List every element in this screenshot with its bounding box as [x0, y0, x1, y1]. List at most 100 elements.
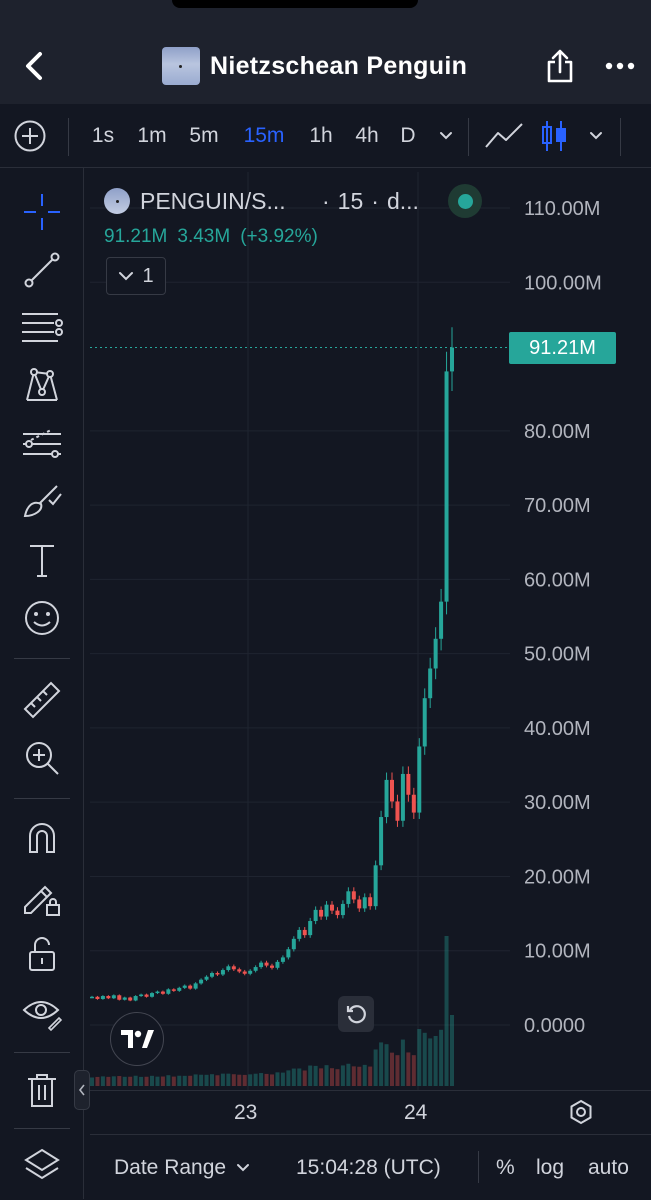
volume-bar	[406, 1052, 411, 1086]
interval-1h[interactable]: 1h	[309, 124, 333, 147]
auto-scale-toggle[interactable]: auto	[588, 1155, 629, 1179]
back-button[interactable]	[14, 48, 54, 84]
ruler-tool[interactable]	[18, 676, 66, 724]
percent-scale-toggle[interactable]: %	[496, 1155, 515, 1179]
candle-body	[128, 997, 133, 1001]
toolbar-divider	[68, 118, 69, 156]
fib-retracement-tool[interactable]	[18, 304, 66, 352]
volume-bar	[384, 1044, 389, 1086]
volume-bar	[297, 1068, 302, 1086]
volume-bar	[160, 1076, 165, 1086]
time-axis[interactable]: 23 24	[90, 1090, 651, 1134]
candle-body	[242, 971, 247, 974]
chart-toolbar: 1s 1m 5m 15m 1h 4h D	[0, 104, 651, 168]
symbol-legend[interactable]: PENGUIN/S... · 15 · d...	[104, 186, 419, 216]
interval-1s[interactable]: 1s	[91, 124, 115, 147]
lock-tool[interactable]	[18, 930, 66, 978]
price-tick-label: 110.00M	[524, 198, 600, 220]
app-header: Nietzschean Penguin	[0, 0, 651, 104]
candle-body	[182, 985, 187, 988]
volume-bar	[264, 1073, 269, 1086]
chevron-left-icon	[78, 1084, 85, 1096]
candle-body	[406, 773, 411, 795]
interval-4h[interactable]: 4h	[355, 124, 379, 147]
price-axis-labels: 110.00M 100.00M 80.00M 70.00M 60.00M 50.00M 40…	[524, 198, 602, 1037]
visibility-tool[interactable]	[18, 988, 66, 1036]
axis-settings-button[interactable]	[566, 1097, 596, 1127]
candle-body	[220, 970, 225, 975]
candle-body	[248, 970, 253, 974]
reset-chart-button[interactable]	[338, 996, 374, 1032]
candle-body	[373, 865, 378, 907]
market-status-indicator[interactable]	[448, 184, 482, 218]
crosshair-icon	[24, 194, 60, 230]
candle-body	[106, 996, 111, 999]
time-tick-label: 24	[404, 1101, 428, 1124]
chart-type-dropdown-button[interactable]	[582, 104, 610, 168]
interval-dropdown-button[interactable]	[432, 104, 460, 168]
volume-bar	[210, 1074, 214, 1086]
candle-body	[155, 991, 160, 994]
crosshair-tool[interactable]	[18, 188, 66, 236]
price-tick-label: 0.0000	[524, 1015, 585, 1037]
legend-values: 91.21M 3.43M (+3.92%)	[104, 226, 328, 248]
utc-clock[interactable]: 15:04:28 (UTC)	[296, 1155, 441, 1179]
more-button[interactable]	[598, 50, 642, 82]
trend-line-icon	[24, 252, 60, 288]
volume-bar	[450, 1015, 454, 1086]
volume-bar	[95, 1076, 100, 1086]
candle-body	[259, 962, 264, 968]
prediction-icon	[23, 429, 61, 458]
share-button[interactable]	[538, 44, 582, 88]
brush-tool[interactable]	[18, 478, 66, 526]
prediction-tool[interactable]	[18, 420, 66, 468]
emoji-tool[interactable]	[18, 594, 66, 642]
text-tool[interactable]	[18, 536, 66, 584]
log-scale-toggle[interactable]: log	[536, 1155, 565, 1179]
zoom-in-tool[interactable]	[18, 734, 66, 782]
date-range-button[interactable]: Date Range	[114, 1135, 250, 1200]
price-chart[interactable]: 110.00M100.00M80.00M70.00M60.00M50.00M40…	[90, 172, 651, 1090]
volume-bar	[286, 1070, 291, 1086]
sidebar-divider	[14, 658, 70, 659]
interval-15m[interactable]: 15m	[243, 124, 285, 147]
interval-5m[interactable]: 5m	[189, 124, 219, 147]
tradingview-logo[interactable]	[110, 1012, 164, 1066]
remove-drawings-tool[interactable]	[18, 1066, 66, 1114]
more-horizontal-icon	[605, 62, 635, 70]
trend-line-tool[interactable]	[18, 246, 66, 294]
candle-body	[351, 891, 356, 900]
volume-bar	[428, 1038, 433, 1086]
chart-bottom-bar: Date Range 15:04:28 (UTC) % log auto	[90, 1134, 651, 1199]
volume-bar	[204, 1074, 209, 1086]
interval-1d[interactable]: D	[400, 124, 416, 147]
line-chart-button[interactable]	[482, 104, 526, 168]
price-tick-label: 50.00M	[524, 644, 591, 666]
volume-bar	[373, 1049, 378, 1086]
candle-body	[226, 966, 231, 971]
candle-body	[122, 997, 127, 1000]
zoom-in-icon	[26, 742, 59, 775]
volume-bar	[395, 1055, 400, 1086]
magnet-tool[interactable]	[18, 814, 66, 862]
legend-change-pct: (+3.92%)	[240, 226, 318, 247]
volume-bar	[335, 1069, 340, 1086]
candles-chart-button[interactable]	[536, 104, 572, 168]
add-symbol-button[interactable]	[10, 104, 50, 168]
lock-drawing-tool[interactable]	[18, 872, 66, 920]
sidebar-divider	[14, 1052, 70, 1053]
volume-bar	[177, 1075, 182, 1086]
interval-1m[interactable]: 1m	[137, 124, 167, 147]
indicators-toggle-button[interactable]: 1	[106, 257, 166, 295]
pattern-tool[interactable]	[18, 362, 66, 410]
candle-body	[357, 899, 362, 909]
volume-bar	[155, 1076, 160, 1086]
candle-body	[275, 961, 280, 968]
volume-bar	[302, 1070, 307, 1086]
candle-body	[340, 903, 345, 916]
device-notch	[172, 0, 418, 8]
chart-pane[interactable]: 110.00M 100.00M 80.00M 70.00M 60.00M 50.00M 40…	[90, 172, 651, 1090]
sidebar-collapse-handle[interactable]	[74, 1070, 90, 1110]
layers-tool[interactable]	[18, 1142, 66, 1190]
volume-bar	[422, 1032, 427, 1086]
